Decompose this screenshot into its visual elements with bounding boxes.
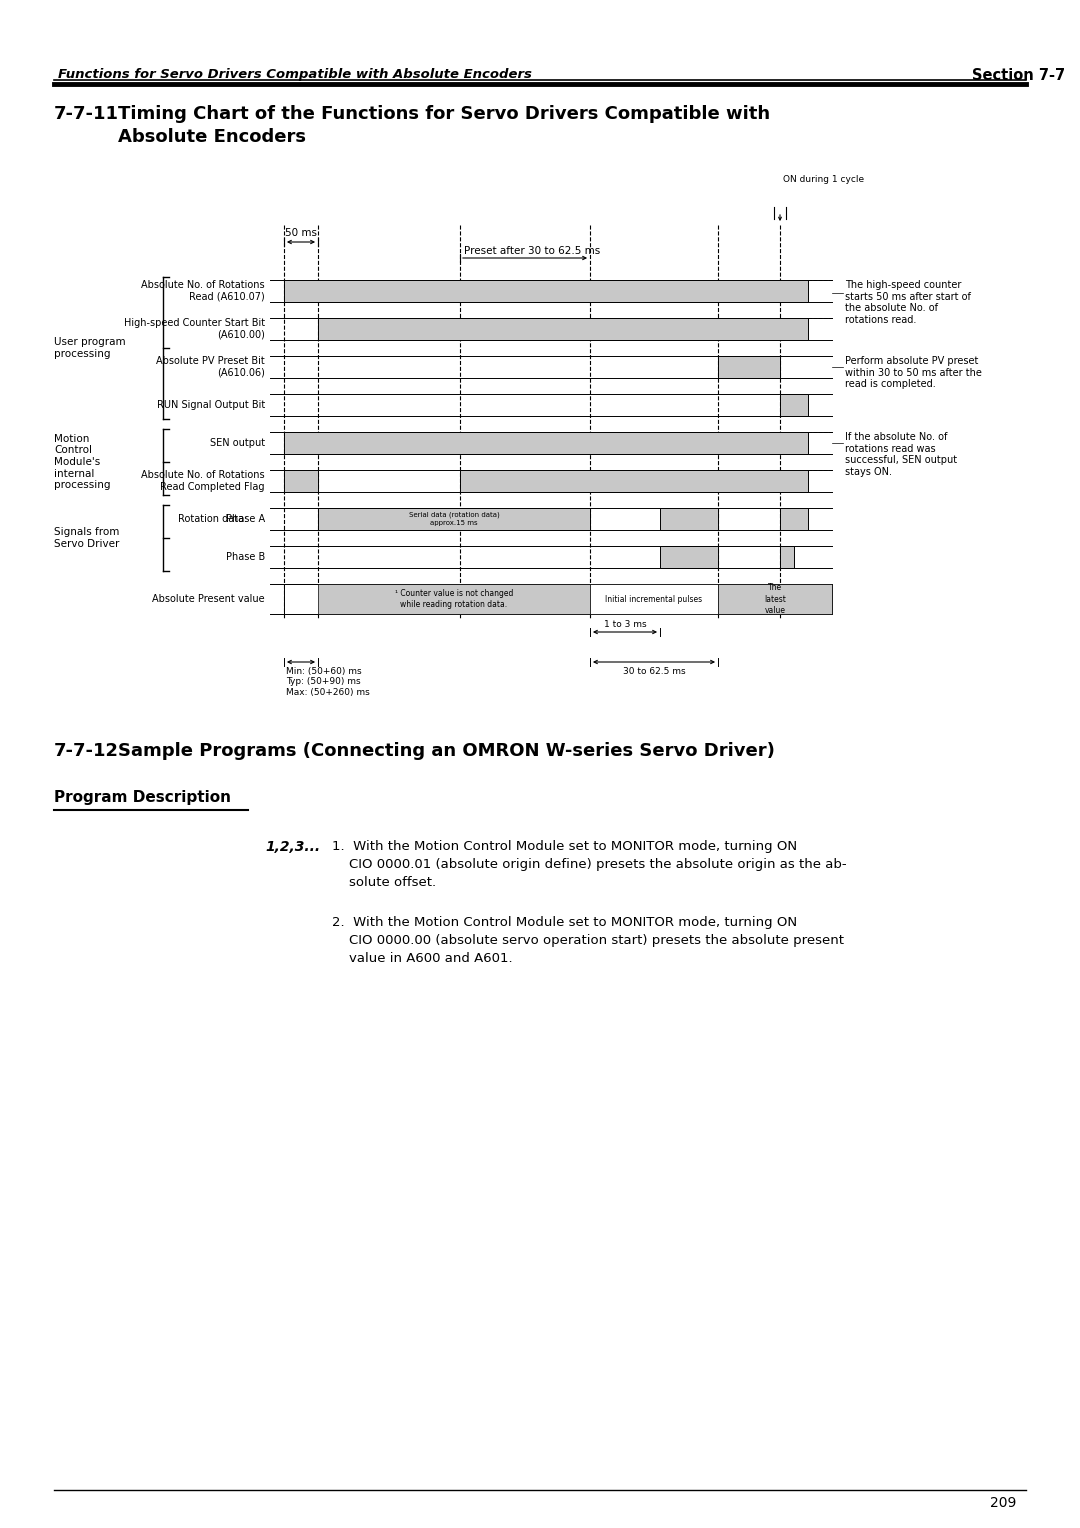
- Text: Timing Chart of the Functions for Servo Drivers Compatible with: Timing Chart of the Functions for Servo …: [118, 105, 770, 122]
- Text: 50 ms: 50 ms: [285, 228, 318, 238]
- Bar: [460, 471, 808, 492]
- Text: Rotation data:: Rotation data:: [178, 513, 247, 524]
- Text: The high-speed counter
starts 50 ms after start of
the absolute No. of
rotations: The high-speed counter starts 50 ms afte…: [845, 280, 971, 325]
- Text: Motion
Control
Module's
internal
processing: Motion Control Module's internal process…: [54, 434, 110, 490]
- Bar: [718, 356, 780, 377]
- Bar: [284, 471, 318, 492]
- Bar: [318, 507, 590, 530]
- Text: Absolute No. of Rotations
Read Completed Flag: Absolute No. of Rotations Read Completed…: [141, 471, 265, 492]
- Text: ON during 1 cycle: ON during 1 cycle: [783, 176, 864, 183]
- Bar: [780, 507, 808, 530]
- Bar: [284, 584, 832, 614]
- Text: User program
processing: User program processing: [54, 338, 125, 359]
- Text: Program Description: Program Description: [54, 790, 231, 805]
- Bar: [660, 507, 718, 530]
- Text: Absolute Encoders: Absolute Encoders: [118, 128, 306, 147]
- Text: RUN Signal Output Bit: RUN Signal Output Bit: [157, 400, 265, 410]
- Text: Absolute Present value: Absolute Present value: [152, 594, 265, 604]
- Text: Min: (50+60) ms
Typ: (50+90) ms
Max: (50+260) ms: Min: (50+60) ms Typ: (50+90) ms Max: (50…: [286, 668, 369, 697]
- Text: The
latest
value: The latest value: [764, 584, 786, 614]
- Bar: [284, 280, 808, 303]
- Text: Absolute PV Preset Bit
(A610.06): Absolute PV Preset Bit (A610.06): [157, 356, 265, 377]
- Text: Sample Programs (Connecting an OMRON W-series Servo Driver): Sample Programs (Connecting an OMRON W-s…: [118, 743, 774, 759]
- Text: Absolute No. of Rotations
Read (A610.07): Absolute No. of Rotations Read (A610.07): [141, 280, 265, 303]
- Bar: [590, 584, 718, 614]
- Text: Preset after 30 to 62.5 ms: Preset after 30 to 62.5 ms: [464, 246, 600, 257]
- Text: 2.  With the Motion Control Module set to MONITOR mode, turning ON
    CIO 0000.: 2. With the Motion Control Module set to…: [332, 915, 843, 966]
- Text: If the absolute No. of
rotations read was
successful, SEN output
stays ON.: If the absolute No. of rotations read wa…: [845, 432, 957, 477]
- Text: 7-7-11: 7-7-11: [54, 105, 119, 122]
- Text: Section 7-7: Section 7-7: [972, 69, 1065, 83]
- Text: Perform absolute PV preset
within 30 to 50 ms after the
read is completed.: Perform absolute PV preset within 30 to …: [845, 356, 982, 390]
- Text: High-speed Counter Start Bit
(A610.00): High-speed Counter Start Bit (A610.00): [124, 318, 265, 339]
- Text: Initial incremental pulses: Initial incremental pulses: [606, 594, 703, 604]
- Bar: [318, 318, 808, 341]
- Bar: [284, 432, 808, 454]
- Text: 1 to 3 ms: 1 to 3 ms: [604, 620, 646, 630]
- Text: Functions for Servo Drivers Compatible with Absolute Encoders: Functions for Servo Drivers Compatible w…: [58, 69, 531, 81]
- Bar: [780, 394, 808, 416]
- Text: 1,2,3...: 1,2,3...: [265, 840, 320, 854]
- Text: Phase A: Phase A: [226, 513, 265, 524]
- Text: Phase B: Phase B: [226, 552, 265, 562]
- Text: SEN output: SEN output: [210, 439, 265, 448]
- Text: 30 to 62.5 ms: 30 to 62.5 ms: [623, 668, 686, 675]
- Bar: [780, 545, 794, 568]
- Text: ¹ Counter value is not changed
while reading rotation data.: ¹ Counter value is not changed while rea…: [395, 588, 513, 610]
- Text: Serial data (rotation data)
approx.15 ms: Serial data (rotation data) approx.15 ms: [408, 512, 499, 526]
- Text: Signals from
Servo Driver: Signals from Servo Driver: [54, 527, 120, 549]
- Bar: [318, 584, 590, 614]
- Text: 1.  With the Motion Control Module set to MONITOR mode, turning ON
    CIO 0000.: 1. With the Motion Control Module set to…: [332, 840, 847, 889]
- Bar: [660, 545, 718, 568]
- Text: 7-7-12: 7-7-12: [54, 743, 119, 759]
- Bar: [718, 584, 832, 614]
- Text: 209: 209: [990, 1496, 1016, 1510]
